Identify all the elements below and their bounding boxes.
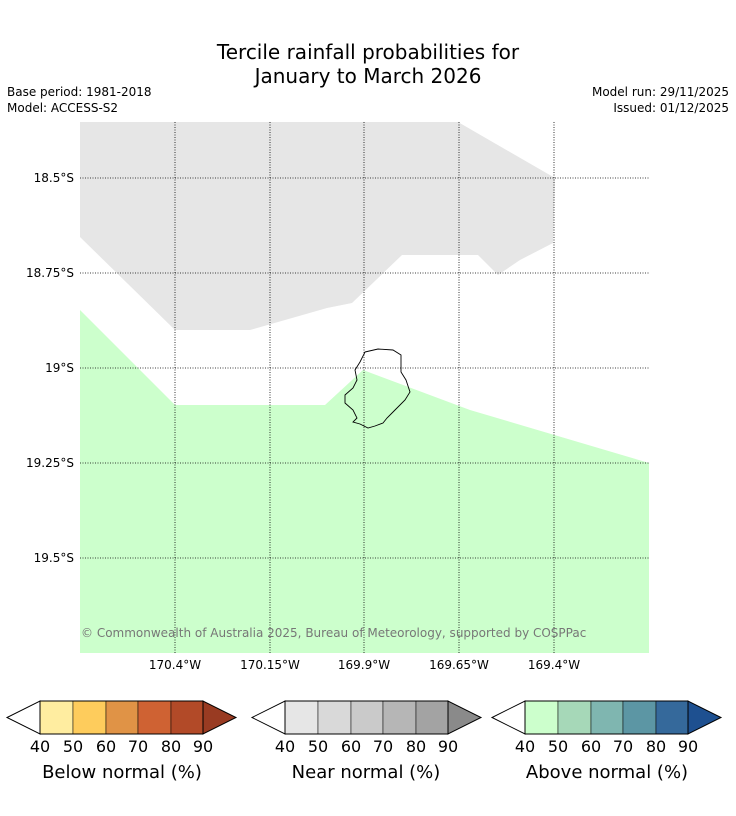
colorbar-below-tick: 60: [95, 737, 117, 756]
colorbar-above-segment-40-50: [524, 700, 559, 735]
base-period-text: Base period: 1981-2018: [7, 85, 152, 99]
colorbar-near-title: Near normal (%): [291, 762, 441, 783]
colorbar-near-tick: 60: [340, 737, 362, 756]
meta-left: Base period: 1981-2018 Model: ACCESS-S2: [7, 84, 152, 116]
colorbar-above-tick: 50: [547, 737, 569, 756]
latitude-label-2: 18.75°S: [26, 266, 74, 280]
longitude-label-1: 170.4°W: [148, 658, 202, 672]
longitude-label-4: 169.65°W: [429, 658, 489, 672]
latitude-label-4: 19.25°S: [26, 456, 74, 470]
map-title-line-1: Tercile rainfall probabilities for: [216, 40, 520, 64]
colorbar-above-title: Above normal (%): [525, 762, 689, 783]
colorbar-above-tick: 70: [612, 737, 634, 756]
colorbar-near-under-arrow: [250, 700, 286, 735]
colorbar-below-title: Below normal (%): [42, 762, 202, 783]
colorbar-above-ticks: 40 50 60 70 80 90: [490, 737, 725, 757]
colorbar-above-normal: [490, 700, 723, 735]
colorbar-below-segment-70-80: [137, 700, 172, 735]
issued-text: Issued: 01/12/2025: [613, 101, 729, 115]
colorbar-near-tick: 50: [307, 737, 329, 756]
colorbar-near-segment-70-80: [382, 700, 417, 735]
colorbar-below-tick: 70: [127, 737, 149, 756]
colorbar-above-tick: 60: [580, 737, 602, 756]
colorbar-near-segment-40-50: [284, 700, 319, 735]
longitude-label-2: 170.15°W: [240, 658, 300, 672]
map-title-line-2: January to March 2026: [254, 64, 482, 88]
island-coastline: [344, 348, 411, 429]
copyright-notice: © Commonwealth of Australia 2025, Bureau…: [81, 626, 587, 640]
colorbar-below-tick: 80: [160, 737, 182, 756]
model-text: Model: ACCESS-S2: [7, 101, 119, 115]
colorbar-below-over-arrow: [202, 700, 238, 735]
colorbar-below-frame: [39, 700, 204, 735]
colorbar-near-frame: [284, 700, 449, 735]
near-normal-region: [80, 122, 555, 330]
colorbar-above-segment-50-60: [557, 700, 592, 735]
colorbar-near-tick: 80: [405, 737, 427, 756]
forecast-map: [80, 122, 649, 653]
colorbar-near-tick: 70: [372, 737, 394, 756]
colorbar-below-tick: 90: [192, 737, 214, 756]
colorbar-below-tick: 40: [29, 737, 51, 756]
colorbar-above-segment-80-90: [655, 700, 689, 735]
colorbar-near-tick: 40: [274, 737, 296, 756]
colorbar-near-over-arrow: [447, 700, 483, 735]
model-run-text: Model run: 29/11/2025: [591, 85, 729, 99]
colorbar-below-segment-40-50: [39, 700, 74, 735]
colorbar-below-tick: 50: [62, 737, 84, 756]
colorbar-above-tick: 90: [677, 737, 699, 756]
colorbar-near-segment-60-70: [350, 700, 384, 735]
colorbar-above-tick: 80: [645, 737, 667, 756]
colorbar-below-segment-80-90: [170, 700, 204, 735]
colorbar-above-under-arrow: [490, 700, 526, 735]
colorbar-below-ticks: 40 50 60 70 80 90: [5, 737, 240, 757]
colorbar-above-over-arrow: [687, 700, 723, 735]
colorbar-below-segment-50-60: [72, 700, 107, 735]
colorbar-below-under-arrow: [5, 700, 41, 735]
latitude-label-5: 19.5°S: [33, 551, 74, 565]
colorbar-near-normal: [250, 700, 483, 735]
longitude-label-5: 169.4°W: [527, 658, 581, 672]
gridlines: [80, 122, 649, 653]
colorbar-near-segment-80-90: [415, 700, 449, 735]
colorbar-above-frame: [524, 700, 689, 735]
latitude-label-3: 19°S: [45, 361, 74, 375]
longitude-label-3: 169.9°W: [337, 658, 391, 672]
colorbar-near-tick: 90: [437, 737, 459, 756]
colorbar-above-tick: 40: [514, 737, 536, 756]
colorbar-below-normal: [5, 700, 238, 735]
colorbar-above-segment-60-70: [590, 700, 624, 735]
latitude-label-1: 18.5°S: [33, 171, 74, 185]
colorbar-below-segment-60-70: [105, 700, 139, 735]
above-normal-region: [80, 310, 649, 653]
colorbar-above-segment-70-80: [622, 700, 657, 735]
meta-right: Model run: 29/11/2025 Issued: 01/12/2025: [592, 84, 729, 116]
colorbar-near-segment-50-60: [317, 700, 352, 735]
colorbar-near-ticks: 40 50 60 70 80 90: [250, 737, 485, 757]
